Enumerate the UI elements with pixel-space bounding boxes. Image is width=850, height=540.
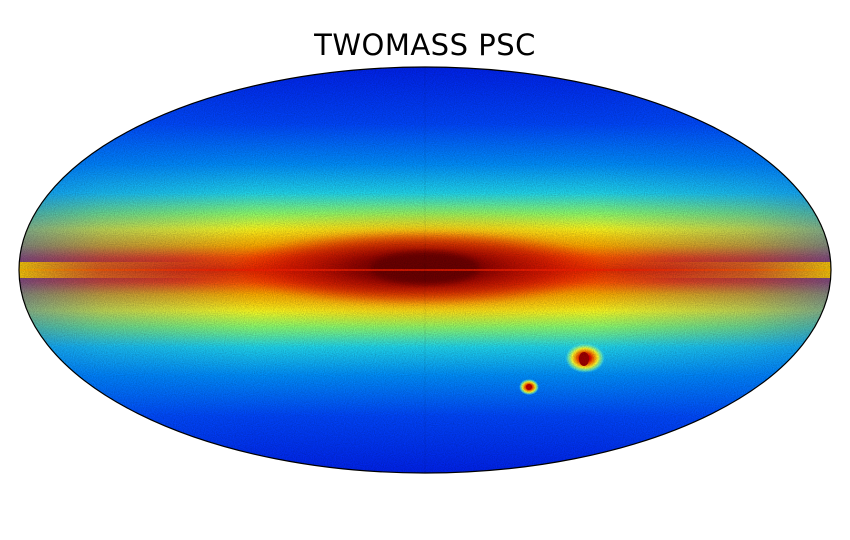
noise-texture	[19, 67, 831, 473]
sky-projection	[19, 67, 831, 473]
projection-outline	[18, 66, 832, 474]
map-title: TWOMASS PSC	[314, 28, 536, 62]
